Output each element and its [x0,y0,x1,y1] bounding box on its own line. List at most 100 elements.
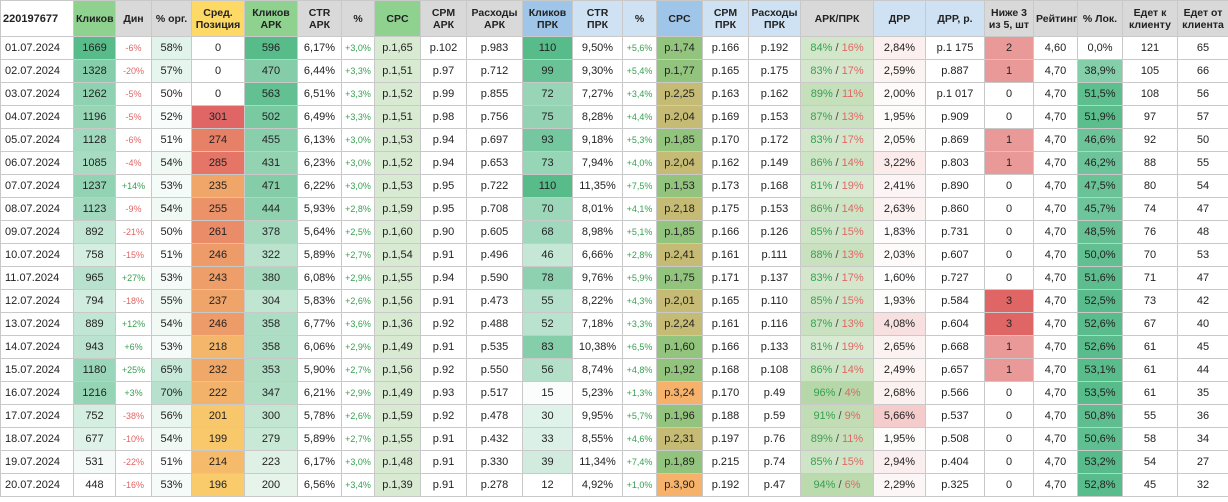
ark-prk-cell[interactable]: 96% / 4% [800,381,874,405]
avg-position-cell[interactable]: 301 [191,105,245,129]
avg-position-cell[interactable]: 0 [191,82,245,106]
to-client-cell[interactable]: 121 [1122,36,1178,60]
header-ark-prk[interactable]: АРК/ПРК [800,0,874,37]
prk-cpc-cell[interactable]: р.1,74 [656,36,703,60]
prk-cpm-cell[interactable]: р.173 [702,174,749,198]
avg-position-cell[interactable]: 274 [191,128,245,152]
prk-clicks-cell[interactable]: 12 [522,473,573,497]
table-row[interactable]: 18.07.2024 677 -10% 54% 199 279 5,89% +2,7% р.1,… [0,427,1228,451]
ark-prk-cell[interactable]: 86% / 14% [800,151,874,175]
below-3-cell[interactable]: 0 [984,174,1034,198]
date-cell[interactable]: 12.07.2024 [0,289,74,313]
to-client-cell[interactable]: 67 [1122,312,1178,336]
dyn-cell[interactable]: -22% [115,450,152,474]
dyn-cell[interactable]: +14% [115,174,152,198]
ark-clicks-cell[interactable]: 358 [244,335,298,359]
header-from-client[interactable]: Едет от клиента [1177,0,1228,37]
ark-cost-cell[interactable]: р.708 [466,197,523,221]
rating-cell[interactable]: 4,70 [1033,220,1078,244]
ark-pct-cell[interactable]: +2,5% [341,220,375,244]
ark-cpm-cell[interactable]: р.97 [420,59,467,83]
ark-cpm-cell[interactable]: р.94 [420,266,467,290]
avg-position-cell[interactable]: 0 [191,59,245,83]
header-to-client[interactable]: Едет к клиенту [1122,0,1178,37]
org-cell[interactable]: 57% [151,59,192,83]
rating-cell[interactable]: 4,70 [1033,404,1078,428]
table-row[interactable]: 12.07.2024 794 -18% 55% 237 304 5,83% +2,6% р.1,… [0,289,1228,313]
date-cell[interactable]: 17.07.2024 [0,404,74,428]
ark-cpm-cell[interactable]: р.90 [420,220,467,244]
below-3-cell[interactable]: 0 [984,82,1034,106]
prk-clicks-cell[interactable]: 52 [522,312,573,336]
to-client-cell[interactable]: 76 [1122,220,1178,244]
lok-cell[interactable]: 53,1% [1077,358,1123,382]
org-cell[interactable]: 56% [151,404,192,428]
ark-ctr-cell[interactable]: 6,21% [297,381,342,405]
ark-cpm-cell[interactable]: р.91 [420,243,467,267]
from-client-cell[interactable]: 27 [1177,450,1228,474]
prk-clicks-cell[interactable]: 33 [522,427,573,451]
ark-ctr-cell[interactable]: 6,06% [297,335,342,359]
ark-ctr-cell[interactable]: 6,17% [297,450,342,474]
prk-cpc-cell[interactable]: р.2,25 [656,82,703,106]
clicks-cell[interactable]: 1128 [73,128,116,152]
ark-cpm-cell[interactable]: р.95 [420,197,467,221]
dyn-cell[interactable]: -38% [115,404,152,428]
date-cell[interactable]: 19.07.2024 [0,450,74,474]
ark-cost-cell[interactable]: р.653 [466,151,523,175]
ark-ctr-cell[interactable]: 5,83% [297,289,342,313]
ark-cost-cell[interactable]: р.488 [466,312,523,336]
table-row[interactable]: 04.07.2024 1196 -5% 52% 301 502 6,49% +3,3% р.1,… [0,105,1228,129]
prk-cpm-cell[interactable]: р.169 [702,105,749,129]
clicks-cell[interactable]: 943 [73,335,116,359]
ark-ctr-cell[interactable]: 6,22% [297,174,342,198]
to-client-cell[interactable]: 58 [1122,427,1178,451]
ark-clicks-cell[interactable]: 322 [244,243,298,267]
prk-cpc-cell[interactable]: р.1,77 [656,59,703,83]
below-3-cell[interactable]: 0 [984,381,1034,405]
prk-ctr-cell[interactable]: 9,50% [572,36,623,60]
prk-clicks-cell[interactable]: 55 [522,289,573,313]
clicks-cell[interactable]: 1196 [73,105,116,129]
header-drr[interactable]: ДРР [873,0,926,37]
ark-clicks-cell[interactable]: 300 [244,404,298,428]
drr-r-cell[interactable]: р.869 [925,128,985,152]
ark-pct-cell[interactable]: +2,6% [341,404,375,428]
prk-ctr-cell[interactable]: 9,76% [572,266,623,290]
prk-ctr-cell[interactable]: 7,94% [572,151,623,175]
drr-r-cell[interactable]: р.731 [925,220,985,244]
dyn-cell[interactable]: -10% [115,427,152,451]
prk-cpm-cell[interactable]: р.163 [702,82,749,106]
below-3-cell[interactable]: 0 [984,105,1034,129]
prk-cpc-cell[interactable]: р.1,53 [656,174,703,198]
below-3-cell[interactable]: 0 [984,450,1034,474]
ark-cost-cell[interactable]: р.278 [466,473,523,497]
ark-clicks-cell[interactable]: 563 [244,82,298,106]
prk-cpm-cell[interactable]: р.162 [702,151,749,175]
header-ark-pct[interactable]: % [341,0,375,37]
ark-cpm-cell[interactable]: р.92 [420,358,467,382]
to-client-cell[interactable]: 88 [1122,151,1178,175]
avg-position-cell[interactable]: 196 [191,473,245,497]
ark-cpm-cell[interactable]: р.94 [420,151,467,175]
ark-clicks-cell[interactable]: 470 [244,59,298,83]
to-client-cell[interactable]: 105 [1122,59,1178,83]
drr-cell[interactable]: 2,29% [873,473,926,497]
prk-cost-cell[interactable]: р.153 [748,197,801,221]
ark-ctr-cell[interactable]: 5,93% [297,197,342,221]
ark-prk-cell[interactable]: 85% / 15% [800,450,874,474]
ark-cost-cell[interactable]: р.535 [466,335,523,359]
date-cell[interactable]: 20.07.2024 [0,473,74,497]
drr-cell[interactable]: 2,94% [873,450,926,474]
prk-cpm-cell[interactable]: р.192 [702,473,749,497]
ark-ctr-cell[interactable]: 5,78% [297,404,342,428]
prk-cpm-cell[interactable]: р.161 [702,312,749,336]
rating-cell[interactable]: 4,70 [1033,128,1078,152]
header-rating[interactable]: Рейтинг [1033,0,1078,37]
prk-clicks-cell[interactable]: 99 [522,59,573,83]
drr-cell[interactable]: 1,83% [873,220,926,244]
below-3-cell[interactable]: 0 [984,197,1034,221]
ark-ctr-cell[interactable]: 6,08% [297,266,342,290]
ark-cpc-cell[interactable]: р.1,39 [374,473,421,497]
prk-pct-cell[interactable]: +6,5% [622,335,657,359]
